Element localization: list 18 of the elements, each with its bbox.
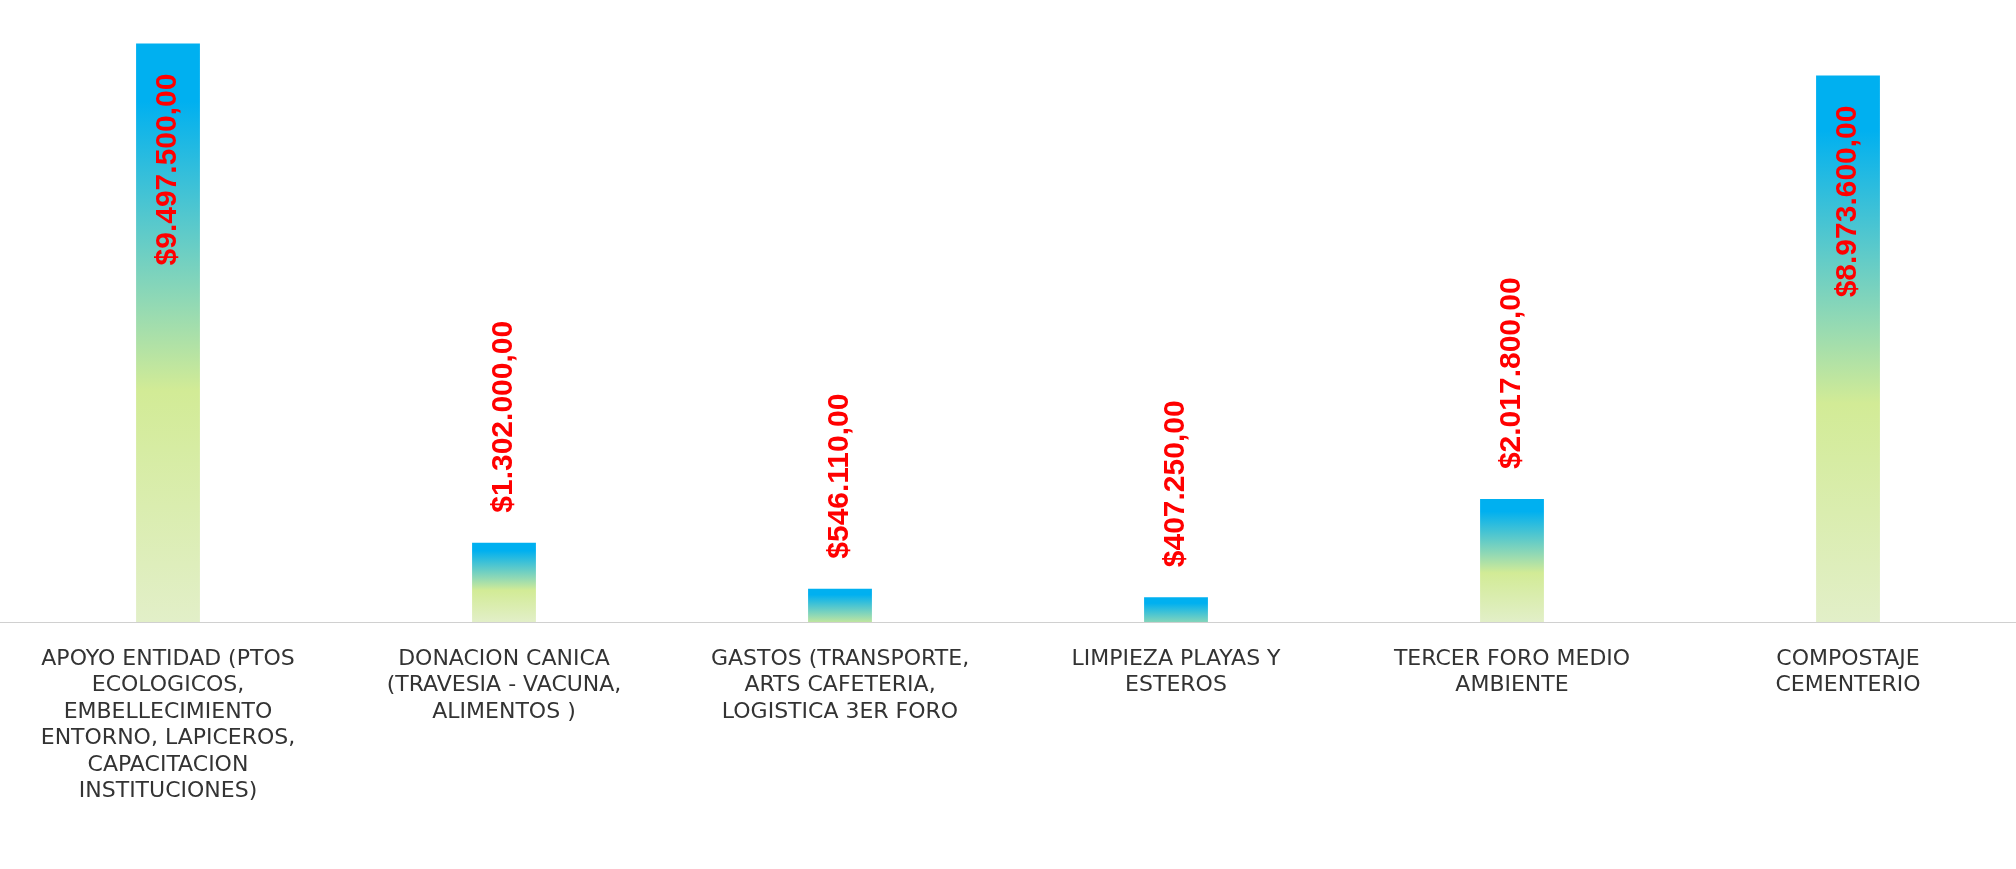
- x-tick-label: DONACION CANICA (TRAVESIA - VACUNA, ALIMENTOS ): [386, 644, 622, 723]
- x-tick-label: LIMPIEZA PLAYAS Y ESTEROS: [1071, 644, 1282, 697]
- x-tick-label: APOYO ENTIDAD (PTOS ECOLOGICOS, EMBELLECIMIENTO ENTORNO, LAPICEROS, CAPACITACION INSTITUCIONES): [40, 644, 296, 802]
- bar: [1816, 75, 1880, 622]
- data-label: $1.302.000,00: [485, 320, 519, 513]
- bar: [136, 43, 200, 622]
- x-tick-label: COMPOSTAJE CEMENTERIO: [1775, 644, 1921, 697]
- x-tick-label: GASTOS (TRANSPORTE, ARTS CAFETERIA, LOGISTICA 3ER FORO: [710, 644, 970, 723]
- data-label: $9.497.500,00: [149, 73, 183, 266]
- data-label: $546.110,00: [821, 393, 855, 559]
- data-label: $8.973.600,00: [1829, 105, 1863, 298]
- bar: [808, 588, 872, 622]
- bar: [472, 542, 536, 622]
- x-tick-label: TERCER FORO MEDIO AMBIENTE: [1392, 644, 1631, 697]
- bar: [1144, 597, 1208, 622]
- bar: [1480, 499, 1544, 622]
- data-label: $407.250,00: [1157, 400, 1191, 568]
- data-label: $2.017.800,00: [1493, 277, 1527, 470]
